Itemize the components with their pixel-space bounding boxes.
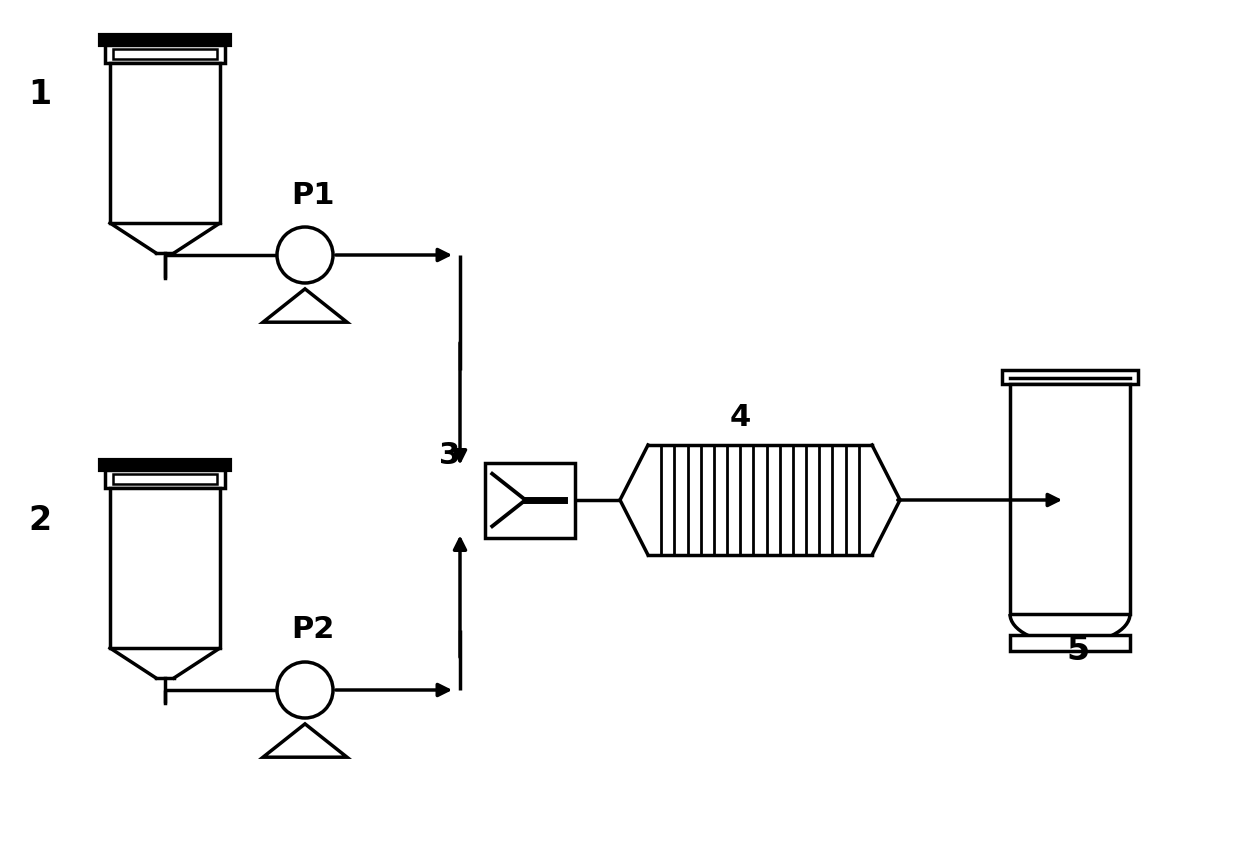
Bar: [105, 45, 224, 63]
Bar: [113, 474, 217, 484]
Text: 1: 1: [29, 78, 52, 112]
Polygon shape: [263, 289, 347, 322]
Polygon shape: [263, 724, 347, 757]
Circle shape: [277, 227, 334, 283]
Bar: [113, 49, 217, 59]
Bar: [110, 63, 219, 223]
Bar: [100, 460, 229, 470]
Bar: [105, 470, 224, 488]
Bar: [1002, 370, 1138, 384]
Text: P2: P2: [291, 616, 335, 644]
Text: 4: 4: [729, 402, 750, 432]
Text: P1: P1: [291, 181, 335, 210]
Text: 5: 5: [1066, 634, 1090, 666]
Text: 3: 3: [439, 440, 460, 470]
Bar: [485, 463, 575, 538]
Bar: [110, 488, 219, 648]
Circle shape: [277, 662, 334, 718]
Text: 2: 2: [29, 503, 52, 537]
Bar: [1011, 635, 1130, 651]
Bar: [100, 35, 229, 45]
Bar: [1011, 384, 1130, 614]
